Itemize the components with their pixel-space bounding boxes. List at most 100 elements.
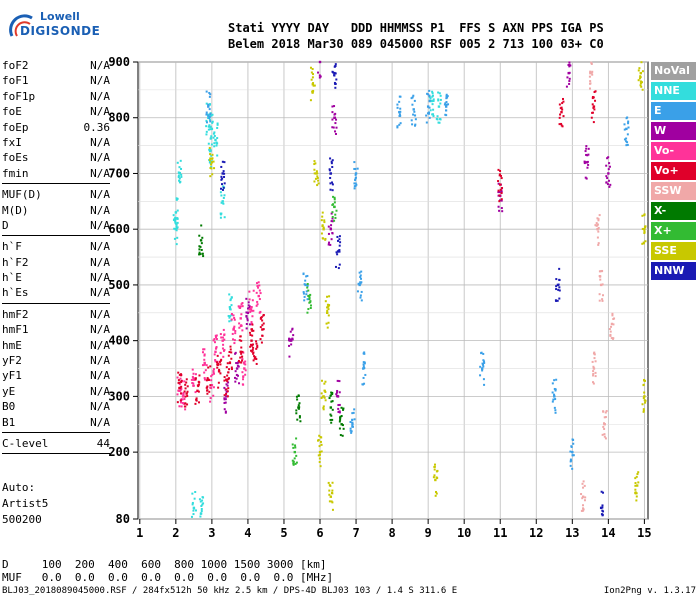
data-point [439, 94, 442, 97]
data-point [253, 357, 256, 360]
data-point [226, 374, 229, 377]
data-point [247, 304, 250, 307]
data-point [627, 126, 630, 129]
data-point [180, 379, 183, 382]
data-point [337, 407, 340, 410]
legend-item: X+ [651, 222, 696, 240]
data-point [215, 141, 218, 144]
data-point [592, 370, 595, 373]
data-point [585, 161, 588, 164]
data-point [627, 122, 630, 125]
data-point [333, 219, 336, 222]
data-point [336, 253, 339, 256]
data-point [592, 121, 595, 124]
data-point [209, 128, 212, 131]
data-point [329, 406, 333, 409]
data-point [176, 226, 179, 229]
data-point [354, 167, 357, 170]
data-point [481, 362, 484, 365]
data-point [212, 132, 215, 135]
data-point [589, 70, 592, 73]
data-point [432, 99, 435, 102]
data-point [251, 323, 254, 326]
data-point [594, 375, 597, 378]
data-point [317, 179, 320, 182]
data-point [246, 311, 250, 314]
data-point [295, 412, 298, 415]
data-point [360, 299, 363, 302]
data-point [291, 337, 294, 340]
data-point [262, 328, 265, 331]
data-point [234, 352, 237, 355]
data-point [479, 365, 482, 368]
data-point [359, 274, 362, 277]
data-point [177, 176, 180, 179]
data-point [197, 383, 200, 386]
param-value: N/A [90, 151, 110, 165]
data-point [639, 80, 642, 83]
data-point [332, 203, 335, 206]
data-point [185, 378, 188, 381]
data-point [245, 327, 248, 330]
data-point [211, 173, 214, 176]
data-point [179, 180, 182, 183]
data-point [194, 378, 197, 381]
data-point [200, 510, 203, 513]
data-point [331, 105, 334, 108]
data-point [328, 397, 331, 400]
data-point [594, 99, 597, 102]
data-point [571, 438, 574, 441]
data-point [331, 70, 334, 73]
data-point [173, 237, 176, 240]
legend-item: SSW [651, 182, 696, 200]
data-point [350, 430, 353, 433]
data-point [186, 385, 189, 388]
data-point [179, 171, 182, 174]
data-point [222, 185, 225, 188]
data-point [239, 335, 242, 338]
param-name: B1 [2, 415, 16, 429]
data-point [585, 147, 588, 150]
data-point [226, 390, 229, 393]
data-point [362, 383, 365, 386]
param-row: h`F N/A [2, 239, 110, 254]
data-point [643, 399, 646, 402]
data-point [305, 293, 308, 296]
data-point [399, 122, 402, 125]
data-point [635, 495, 638, 498]
data-point [334, 82, 337, 85]
data-point [192, 513, 195, 516]
data-point [350, 431, 353, 434]
data-point [207, 366, 210, 369]
data-point [411, 96, 414, 99]
data-point [321, 379, 324, 382]
data-point [255, 347, 258, 350]
data-point [445, 101, 448, 104]
data-point [212, 371, 215, 374]
data-point [638, 77, 641, 80]
data-point [288, 338, 291, 341]
data-point [338, 249, 341, 252]
data-point [238, 382, 241, 385]
data-point [331, 111, 334, 114]
data-point [323, 382, 326, 385]
param-separator [2, 183, 110, 185]
data-point [605, 164, 608, 167]
data-point [289, 339, 293, 342]
data-point [612, 337, 615, 340]
data-point [210, 143, 213, 146]
data-point [359, 282, 362, 285]
data-point [329, 182, 332, 185]
data-point [594, 224, 597, 227]
data-point [594, 371, 597, 374]
data-point [320, 232, 323, 235]
data-point [592, 106, 595, 109]
data-point [316, 172, 319, 175]
data-point [639, 76, 642, 79]
data-point [240, 324, 243, 327]
data-point [303, 299, 306, 302]
data-point [199, 239, 203, 242]
data-point [342, 408, 345, 411]
data-point [206, 377, 209, 380]
data-point [258, 311, 261, 314]
